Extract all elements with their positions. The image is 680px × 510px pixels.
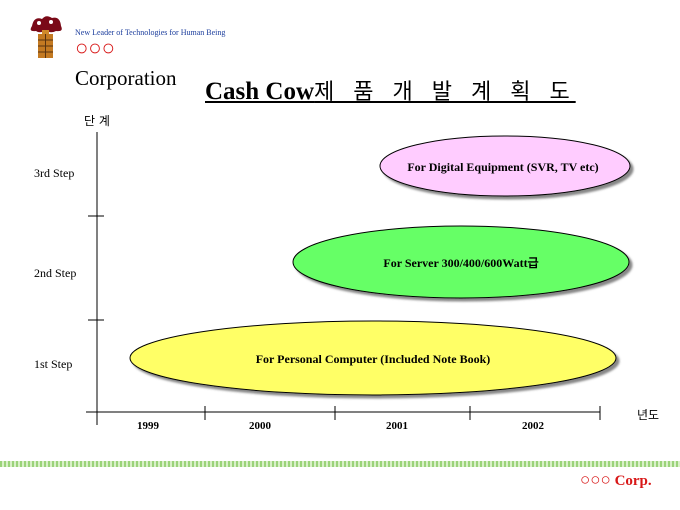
plan-ellipse-1: For Personal Computer (Included Note Boo… bbox=[129, 320, 617, 396]
footer-divider bbox=[0, 461, 680, 467]
plan-label-1: For Personal Computer (Included Note Boo… bbox=[256, 352, 491, 366]
company-tagline: New Leader of Technologies for Human Bei… bbox=[75, 28, 226, 37]
footer-company: ○○○ Corp. bbox=[580, 470, 652, 490]
step-label-1: 1st Step bbox=[34, 357, 73, 371]
page-title: Cash Cow제 품 개 발 계 획 도 bbox=[205, 74, 576, 106]
title-korean: 제 품 개 발 계 획 도 bbox=[314, 80, 576, 105]
step-label-2: 2nd Step bbox=[34, 266, 77, 280]
plan-ellipse-3: For Digital Equipment (SVR, TV etc) bbox=[379, 135, 631, 197]
year-label-2002: 2002 bbox=[522, 420, 544, 432]
year-label-2000: 2000 bbox=[249, 420, 271, 432]
y-axis-label: 단 계 bbox=[84, 114, 110, 128]
year-label-1999: 1999 bbox=[137, 420, 159, 432]
footer-circles: ○○○ bbox=[580, 470, 611, 489]
title-latin: Cash Cow bbox=[205, 78, 315, 105]
company-logo bbox=[28, 14, 64, 60]
footer-corp: Corp. bbox=[614, 473, 652, 489]
company-name: Corporation bbox=[75, 66, 177, 90]
plan-label-2: For Server 300/400/600Watt급 bbox=[383, 256, 538, 270]
x-axis-label: 년도 bbox=[637, 408, 660, 422]
company-circles: ○○○ bbox=[75, 35, 115, 60]
plan-ellipse-2: For Server 300/400/600Watt급 bbox=[292, 225, 630, 299]
plan-label-3: For Digital Equipment (SVR, TV etc) bbox=[407, 160, 598, 174]
year-label-2001: 2001 bbox=[386, 420, 408, 432]
step-label-3: 3rd Step bbox=[34, 166, 75, 180]
